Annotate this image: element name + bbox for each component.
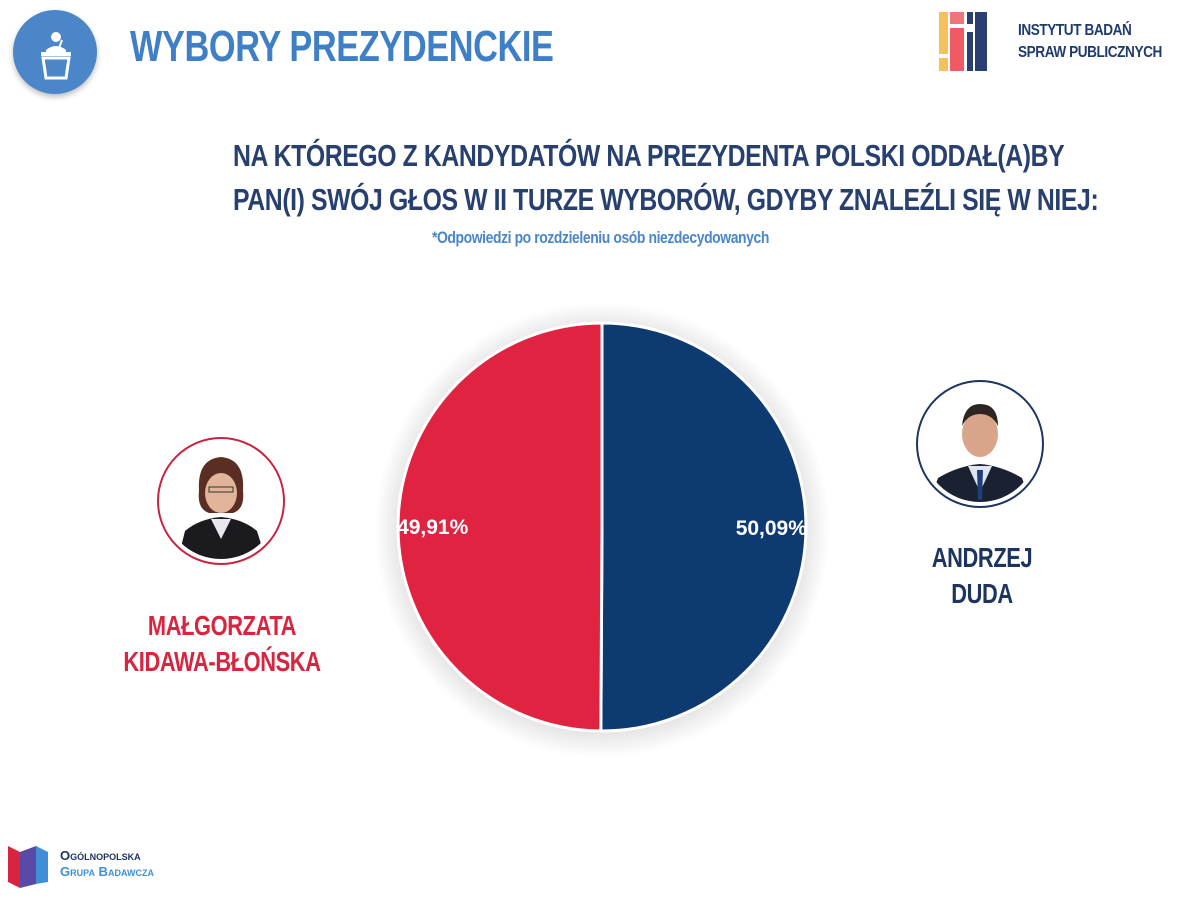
research-group-name: Ogólnopolska Grupa Badawcza [60, 848, 154, 880]
institute-logo [939, 12, 987, 71]
research-group-name-line2: Grupa Badawcza [60, 864, 154, 879]
institute-name-line1: INSTYTUT BADAŃ [1018, 22, 1132, 39]
podium-icon [13, 10, 97, 94]
footnote: *Odpowiedzi po rozdzieleniu osób niezdec… [300, 228, 900, 248]
research-group-name-line1: Ogólnopolska [60, 848, 141, 863]
candidate-last-name: DUDA [951, 578, 1013, 609]
candidate-first-name: MAŁGORZATA [147, 610, 297, 641]
candidate-last-name: KIDAWA-BŁOŃSKA [123, 646, 321, 677]
institute-name-line2: SPRAW PUBLICZNYCH [1018, 44, 1162, 61]
candidate-first-name: ANDRZEJ [931, 542, 1033, 573]
chart-title-line2: PAN(I) SWÓJ GŁOS W II TURZE WYBORÓW, GDY… [233, 182, 1099, 217]
candidate-name-kidawa-blonska: MAŁGORZATA KIDAWA-BŁOŃSKA [92, 608, 352, 680]
pie-chart: 50,09% 49,91% [374, 302, 830, 758]
page-title: WYBORY PREZYDENCKIE [130, 22, 554, 71]
avatar-kidawa-blonska [157, 437, 285, 565]
pie-slice-label-2: 49,91% [397, 516, 469, 539]
pie-slice-label-1: 50,09% [736, 517, 808, 540]
pie-slice-2 [396, 321, 604, 733]
institute-name: INSTYTUT BADAŃ SPRAW PUBLICZNYCH [1018, 20, 1162, 64]
footnote-text: *Odpowiedzi po rozdzieleniu osób niezdec… [431, 228, 769, 247]
chart-title-line1: NA KTÓREGO Z KANDYDATÓW NA PREZYDENTA PO… [233, 138, 1065, 173]
research-group-logo [8, 846, 48, 888]
chart-title: NA KTÓREGO Z KANDYDATÓW NA PREZYDENTA PO… [140, 134, 1099, 222]
candidate-name-duda: ANDRZEJ DUDA [882, 540, 1082, 612]
avatar-duda [916, 380, 1044, 508]
pie-slice-1 [599, 321, 808, 733]
